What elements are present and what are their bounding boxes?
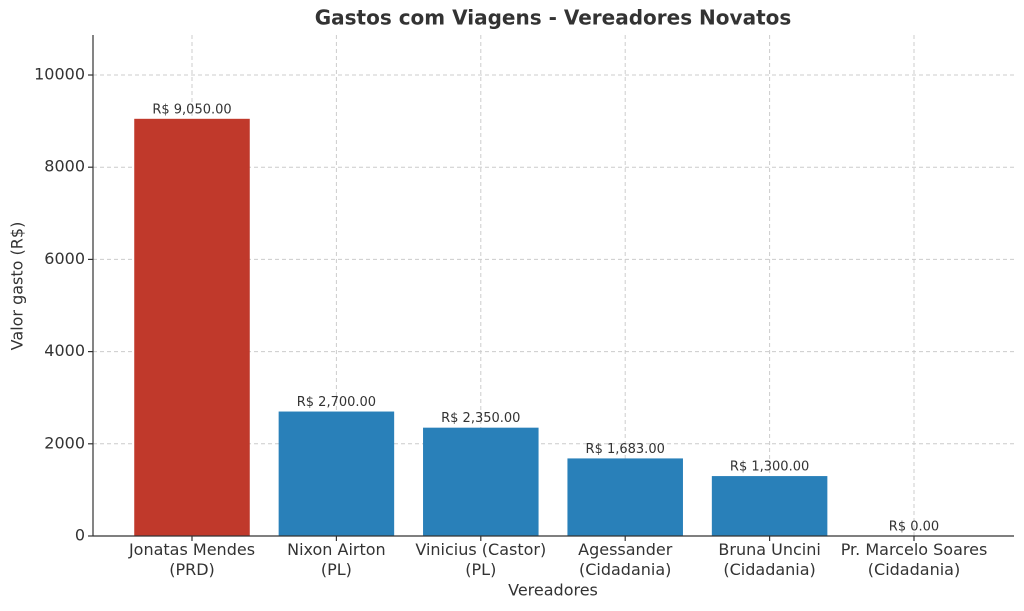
value-label: R$ 9,050.00: [152, 102, 231, 117]
bar: [423, 427, 539, 536]
chart-title: Gastos com Viagens - Vereadores Novatos: [315, 6, 792, 30]
bar: [711, 476, 828, 536]
value-label: R$ 2,350.00: [441, 411, 520, 426]
value-label: R$ 2,700.00: [297, 395, 376, 410]
value-label: R$ 0.00: [889, 520, 939, 535]
y-tick-label: 4000: [44, 341, 85, 360]
y-tick-label: 10000: [34, 65, 85, 84]
x-tick-label: Nixon Airton (PL): [287, 540, 386, 579]
x-tick-label: Bruna Uncini (Cidadania): [718, 540, 820, 579]
y-tick-label: 2000: [44, 433, 85, 452]
y-axis-label: Valor gasto (R$): [8, 222, 27, 351]
x-tick-label: Jonatas Mendes (PRD): [128, 540, 255, 579]
y-tick-label: 0: [75, 526, 85, 545]
x-tick-label: Pr. Marcelo Soares (Cidadania): [841, 540, 988, 579]
bar: [134, 118, 250, 537]
bar: [567, 458, 683, 536]
value-label: R$ 1,300.00: [730, 460, 809, 475]
x-axis-label: Vereadores: [508, 581, 598, 600]
bar: [278, 411, 395, 536]
value-label: R$ 1,683.00: [586, 442, 665, 457]
x-tick-label: Vinicius (Castor) (PL): [415, 540, 546, 579]
y-tick-label: 8000: [44, 157, 85, 176]
x-tick-label: Agessander (Cidadania): [578, 540, 673, 579]
y-tick-label: 6000: [44, 249, 85, 268]
